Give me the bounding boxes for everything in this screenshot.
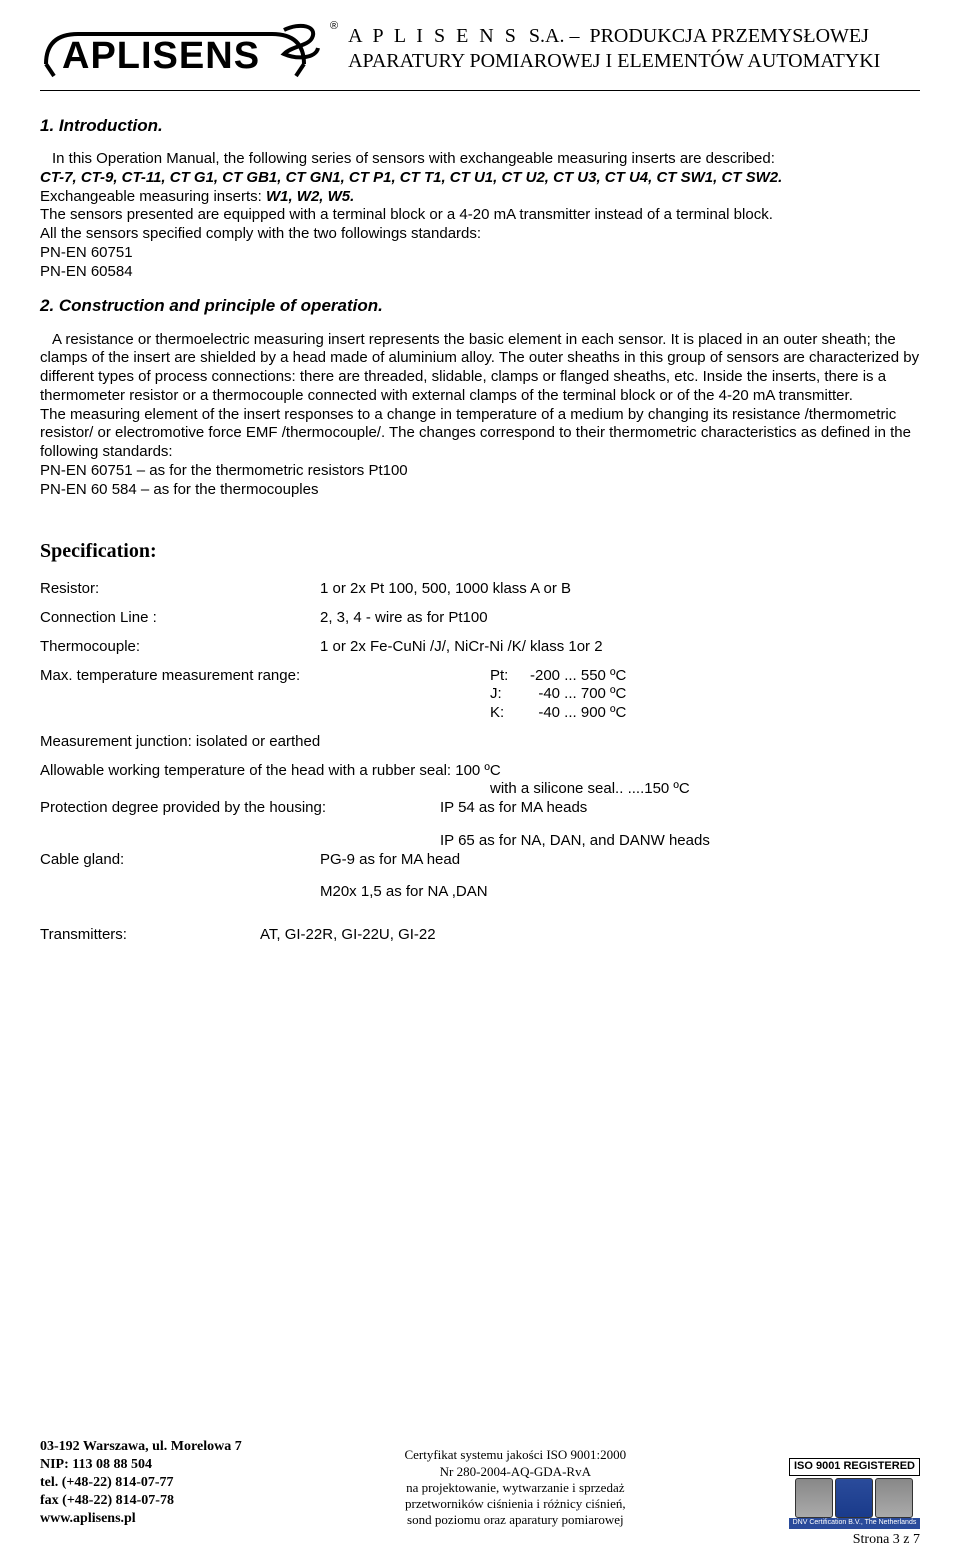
- spec-gland-value2: M20x 1,5 as for NA ,DAN: [40, 883, 920, 902]
- page-number: Strona 3 z 7: [40, 1531, 920, 1549]
- dnv-text: DNV Certification B.V., The Netherlands: [789, 1518, 920, 1529]
- s1-p3: The sensors presented are equipped with …: [40, 206, 920, 225]
- spec-protection: Protection degree provided by the housin…: [40, 799, 920, 818]
- j-value: -40 ... 700 ºC: [530, 685, 626, 704]
- footer-addr1: 03-192 Warszawa, ul. Morelowa 7: [40, 1438, 242, 1456]
- spec-resistor-label: Resistor:: [40, 580, 320, 599]
- pt-value: -200 ... 550 ºC: [530, 667, 626, 686]
- footer-addr3: tel. (+48-22) 814-07-77: [40, 1474, 242, 1492]
- s1-p5: PN-EN 60751: [40, 244, 920, 263]
- spec-allow-silicone: with a silicone seal.. ....150 ºC: [40, 780, 920, 799]
- company-suffix: S.A. –: [529, 25, 580, 47]
- spec-gland: Cable gland: PG-9 as for MA head: [40, 851, 920, 870]
- footer-addr2: NIP: 113 08 88 504: [40, 1456, 242, 1474]
- s2-p3: PN-EN 60751 – as for the thermometric re…: [40, 462, 920, 481]
- svg-text:APLISENS: APLISENS: [62, 35, 260, 77]
- spec-junction: Measurement junction: isolated or earthe…: [40, 733, 920, 752]
- footer-cert3: na projektowanie, wytwarzanie i sprzedaż: [404, 1480, 626, 1496]
- section-1-title: 1. Introduction.: [40, 115, 920, 136]
- spec-max-range-label: Max. temperature measurement range:: [40, 667, 490, 686]
- section-2-title: 2. Construction and principle of operati…: [40, 295, 920, 316]
- aplisens-logo-icon: APLISENS: [40, 20, 320, 80]
- spec-protection-label: Protection degree provided by the housin…: [40, 799, 440, 818]
- spec-max-range-pt: Max. temperature measurement range: Pt: …: [40, 667, 920, 686]
- s1-inserts: Exchangeable measuring inserts: W1, W2, …: [40, 188, 920, 207]
- s1-p1a: In this Operation Manual, the following …: [52, 150, 775, 167]
- s1-p2a: Exchangeable measuring inserts:: [40, 188, 266, 205]
- s2-p2: The measuring element of the insert resp…: [40, 406, 920, 462]
- header-line1: A P L I S E N S S.A. – PRODUKCJA PRZEMYS…: [348, 24, 920, 49]
- spec-transmitters-value: AT, GI-22R, GI-22U, GI-22: [260, 926, 920, 945]
- s1-p4: All the sensors specified comply with th…: [40, 225, 920, 244]
- spec-thermocouple-value: 1 or 2x Fe-CuNi /J/, NiCr-Ni /K/ klass 1…: [320, 638, 920, 657]
- s2-p4: PN-EN 60 584 – as for the thermocouples: [40, 481, 920, 500]
- spec-transmitters-label: Transmitters:: [40, 926, 260, 945]
- spec-gland-value: PG-9 as for MA head: [320, 851, 920, 870]
- dnv-logo-icon: [835, 1478, 873, 1518]
- footer-logos: ISO 9001 REGISTERED DNV Certification B.…: [789, 1456, 920, 1529]
- footer-cert5: sond poziomu oraz aparatury pomiarowej: [404, 1512, 626, 1528]
- k-label: K:: [490, 704, 530, 723]
- spec-connection-value: 2, 3, 4 - wire as for Pt100: [320, 609, 920, 628]
- logo: APLISENS: [40, 20, 320, 86]
- spec-resistor-value: 1 or 2x Pt 100, 500, 1000 klass A or B: [320, 580, 920, 599]
- spec-connection-label: Connection Line :: [40, 609, 320, 628]
- page: APLISENS ® A P L I S E N S S.A. – PRODUK…: [0, 0, 960, 975]
- iso-badge: ISO 9001 REGISTERED: [789, 1458, 920, 1476]
- company-name: A P L I S E N S: [348, 25, 519, 47]
- footer-addr5: www.aplisens.pl: [40, 1510, 242, 1528]
- mgmt-sys-logo-icon: [875, 1478, 913, 1518]
- s1-p2b: W1, W2, W5.: [266, 188, 354, 205]
- footer-cert4: przetworników ciśnienia i różnicy ciśnie…: [404, 1496, 626, 1512]
- footer-addr4: fax (+48-22) 814-07-78: [40, 1492, 242, 1510]
- spec-max-range: Max. temperature measurement range: Pt: …: [40, 667, 920, 723]
- s1-models: CT-7, CT-9, CT-11, CT G1, CT GB1, CT GN1…: [40, 169, 920, 188]
- spec-max-range-j: J: -40 ... 700 ºC: [40, 685, 920, 704]
- header-rule: [40, 90, 920, 91]
- j-label: J:: [490, 685, 530, 704]
- spec-protection-value2: IP 65 as for NA, DAN, and DANW heads: [40, 832, 920, 851]
- registered-mark: ®: [330, 20, 338, 34]
- footer-cert1: Certyfikat systemu jakości ISO 9001:2000: [404, 1447, 626, 1463]
- s1-p6: PN-EN 60584: [40, 263, 920, 282]
- k-value: -40 ... 900 ºC: [530, 704, 626, 723]
- spec-connection: Connection Line : 2, 3, 4 - wire as for …: [40, 609, 920, 628]
- s2-p1: A resistance or thermoelectric measuring…: [40, 331, 920, 406]
- spec-resistor: Resistor: 1 or 2x Pt 100, 500, 1000 klas…: [40, 580, 920, 599]
- spec-transmitters: Transmitters: AT, GI-22R, GI-22U, GI-22: [40, 926, 920, 945]
- header-text: A P L I S E N S S.A. – PRODUKCJA PRZEMYS…: [348, 20, 920, 74]
- header-line2: APARATURY POMIAROWEJ I ELEMENTÓW AUTOMAT…: [348, 49, 920, 74]
- spec-max-range-k: K: -40 ... 900 ºC: [40, 704, 920, 723]
- spec-thermocouple-label: Thermocouple:: [40, 638, 320, 657]
- footer-cert2: Nr 280-2004-AQ-GDA-RvA: [404, 1464, 626, 1480]
- page-footer: 03-192 Warszawa, ul. Morelowa 7 NIP: 113…: [40, 1438, 920, 1548]
- spec-gland-label: Cable gland:: [40, 851, 320, 870]
- header-line1-rest: PRODUKCJA PRZEMYSŁOWEJ: [589, 25, 868, 47]
- rva-logo-icon: [795, 1478, 833, 1518]
- pt-label: Pt:: [490, 667, 530, 686]
- page-header: APLISENS ® A P L I S E N S S.A. – PRODUK…: [40, 20, 920, 86]
- spec-protection-value: IP 54 as for MA heads: [440, 799, 587, 818]
- spec-heading: Specification:: [40, 539, 920, 564]
- cert-logo-row: [789, 1478, 920, 1518]
- s1-p1: In this Operation Manual, the following …: [40, 150, 920, 169]
- footer-cert: Certyfikat systemu jakości ISO 9001:2000…: [404, 1447, 626, 1528]
- s1-models-bold: CT-7, CT-9, CT-11, CT G1, CT GB1, CT GN1…: [40, 169, 782, 186]
- spec-allow-rubber: Allowable working temperature of the hea…: [40, 762, 920, 781]
- spec-thermocouple: Thermocouple: 1 or 2x Fe-CuNi /J/, NiCr-…: [40, 638, 920, 657]
- footer-address: 03-192 Warszawa, ul. Morelowa 7 NIP: 113…: [40, 1438, 242, 1529]
